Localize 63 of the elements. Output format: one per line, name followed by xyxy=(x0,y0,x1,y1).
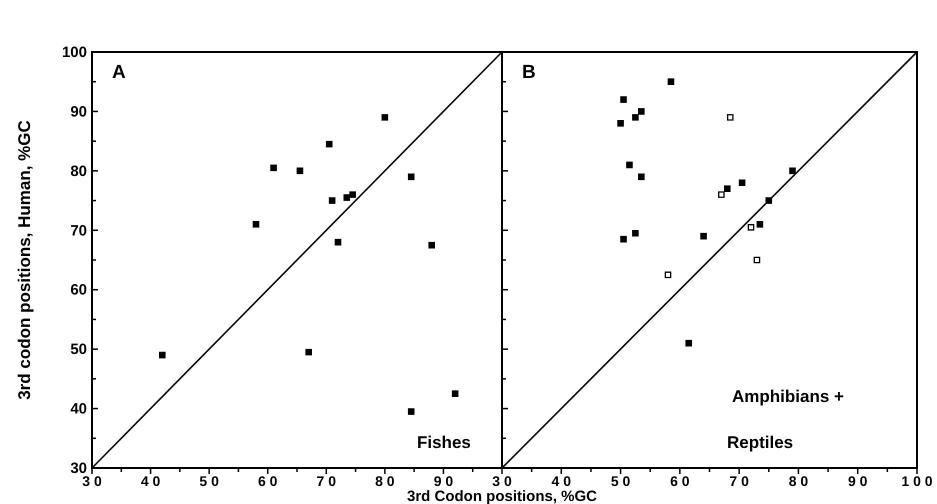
point xyxy=(724,185,731,192)
point xyxy=(700,232,707,240)
x-tick-label: 1 0 0 xyxy=(901,473,933,489)
x-tick-label: 7 0 xyxy=(729,473,750,489)
point xyxy=(452,390,458,398)
point xyxy=(748,224,754,231)
point xyxy=(685,340,692,346)
point xyxy=(252,221,260,228)
point xyxy=(664,272,672,278)
y-tick-label: 40 xyxy=(70,400,87,418)
point xyxy=(632,230,639,237)
annotation: Amphibians + xyxy=(732,387,844,406)
point xyxy=(638,174,645,180)
y-tick-label: 60 xyxy=(70,282,87,299)
text: B xyxy=(522,62,536,83)
point xyxy=(428,242,436,248)
point xyxy=(620,236,627,242)
point xyxy=(756,221,764,228)
point xyxy=(632,114,639,121)
x-tick-label: 8 0 xyxy=(375,473,395,489)
point xyxy=(668,78,674,86)
x-tick-label: 7 0 xyxy=(316,473,336,489)
y-tick-label: 90 xyxy=(70,103,87,120)
point xyxy=(408,408,415,415)
point xyxy=(789,168,796,174)
x-tick-label: 6 0 xyxy=(258,473,278,489)
annotation: Reptiles xyxy=(727,433,794,452)
y-tick-label: 80 xyxy=(70,162,87,180)
point xyxy=(326,140,333,148)
point xyxy=(158,352,166,358)
x-tick-label: 5 0 xyxy=(610,473,631,489)
y-axis-title: 3rd codon positions, Human, %GC xyxy=(15,120,34,400)
point xyxy=(328,197,336,204)
x-axis-title: 3rd Codon positions, %GC xyxy=(407,488,598,504)
point xyxy=(382,114,388,121)
y-tick-label: 70 xyxy=(70,222,87,240)
x-tick-label: 9 0 xyxy=(434,473,454,489)
point xyxy=(738,179,746,186)
annotation: Fishes xyxy=(417,433,471,452)
point xyxy=(305,348,312,356)
x-tick-label: 6 0 xyxy=(670,473,690,489)
point xyxy=(296,168,304,174)
text: A xyxy=(112,62,126,83)
point xyxy=(349,191,356,198)
point xyxy=(726,114,734,121)
x-tick-label: 4 0 xyxy=(140,473,161,489)
point xyxy=(638,108,645,115)
point xyxy=(617,120,624,127)
point xyxy=(620,96,627,103)
x-tick-label: 3 0 xyxy=(492,473,512,489)
x-tick-label: 9 0 xyxy=(848,473,868,489)
point xyxy=(270,164,277,172)
point xyxy=(718,191,725,198)
x-tick-label: 5 0 xyxy=(199,473,220,489)
y-tick-label: 100 xyxy=(62,44,87,61)
point xyxy=(334,238,342,246)
point xyxy=(626,162,633,168)
x-tick-label: 4 0 xyxy=(552,473,572,489)
point xyxy=(343,194,350,201)
point xyxy=(408,174,415,180)
point xyxy=(754,256,760,264)
y-tick-label: 50 xyxy=(70,341,87,358)
x-tick-label: 8 0 xyxy=(788,473,808,489)
